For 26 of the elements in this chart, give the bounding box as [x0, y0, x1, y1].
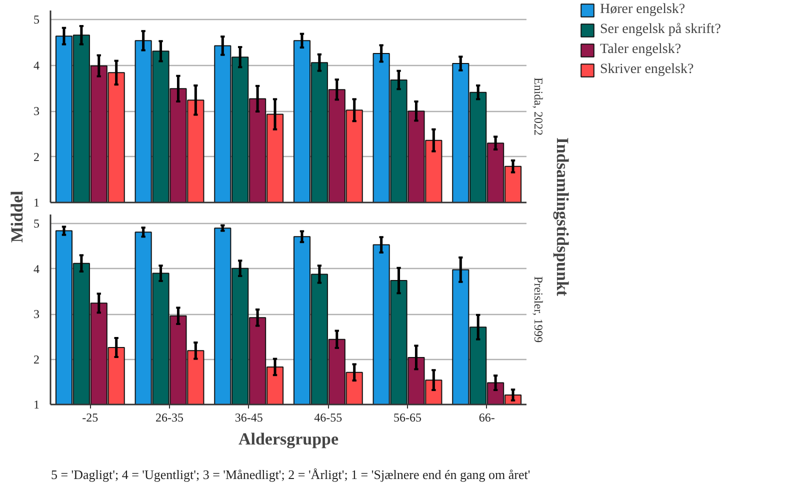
- x-tick-label: 56-65: [394, 410, 422, 424]
- legend-label: Hører engelsk?: [600, 2, 686, 18]
- x-tick-label: -25: [82, 410, 98, 424]
- y2-axis-title: Indsamlingstidspunkt: [553, 137, 572, 296]
- legend-label: Ser engelsk på skrift?: [600, 22, 721, 38]
- x-tick-label: 26-35: [156, 410, 184, 424]
- legend-label: Skriver engelsk?: [600, 62, 694, 78]
- y-tick-label: 2: [34, 352, 40, 366]
- y-tick-label: 3: [34, 104, 40, 118]
- legend-label: Taler engelsk?: [600, 42, 682, 58]
- y-tick-label: 4: [34, 262, 40, 276]
- y-tick-label: 4: [34, 58, 40, 72]
- y-tick-label: 2: [34, 150, 40, 164]
- x-tick-label: 36-45: [234, 410, 263, 424]
- y-tick-label: 5: [34, 216, 40, 231]
- y-tick-label: 1: [34, 398, 40, 412]
- x-tick-label: 66-: [478, 410, 495, 424]
- y-tick-label: 5: [34, 12, 40, 27]
- x-tick-label: 46-55: [314, 410, 342, 424]
- text: Enida, 2022: [532, 78, 546, 136]
- y-tick-label: 1: [34, 196, 40, 210]
- y-tick-label: 3: [34, 307, 40, 322]
- y-axis-title: Middel: [8, 190, 26, 243]
- text: Preisler, 1999: [532, 276, 546, 343]
- text: 5 = 'Dagligt'; 4 = 'Ugentligt'; 3 = 'Månedligt'; 2 = 'Årligt'; 1 = 'Sjælnere end én gang om året': [50, 466, 530, 482]
- x-axis-title: Aldersgruppe: [238, 430, 340, 448]
